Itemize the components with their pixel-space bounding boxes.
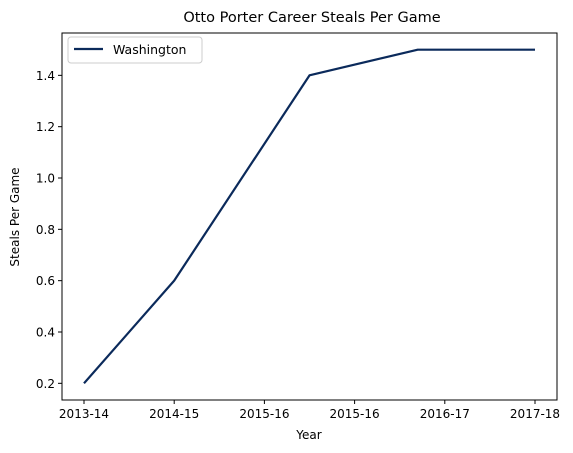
y-tick-label: 0.2 [36,377,55,391]
y-axis: 0.2 0.4 0.6 0.8 1.0 1.2 1.4 [36,69,62,391]
y-tick-label: 0.6 [36,274,55,288]
x-tick-label: 2013-14 [59,407,109,421]
y-tick-label: 0.4 [36,325,55,339]
series-line-washington [83,48,535,385]
x-axis-label: Year [295,428,321,442]
legend: Washington [67,36,203,64]
y-tick-label: 0.8 [36,223,55,237]
x-tick-label: 2014-15 [149,407,199,421]
y-tick-label: 1.2 [36,120,55,134]
y-axis-label: Steals Per Game [8,167,22,266]
y-tick-label: 1.4 [36,69,55,83]
plot-frame [61,32,558,401]
x-tick-label: 2015-16 [239,407,289,421]
x-tick-label: 2015-16 [330,407,380,421]
x-tick-label: 2017-18 [510,407,560,421]
legend-box [67,36,203,64]
y-tick-label: 1.0 [36,172,55,186]
legend-label-washington: Washington [113,42,186,57]
x-tick-label: 2016-17 [420,407,470,421]
chart-title: Otto Porter Career Steals Per Game [183,10,440,26]
x-axis: 2013-14 2014-15 2015-16 2015-16 2016-17 2017-… [59,400,560,421]
